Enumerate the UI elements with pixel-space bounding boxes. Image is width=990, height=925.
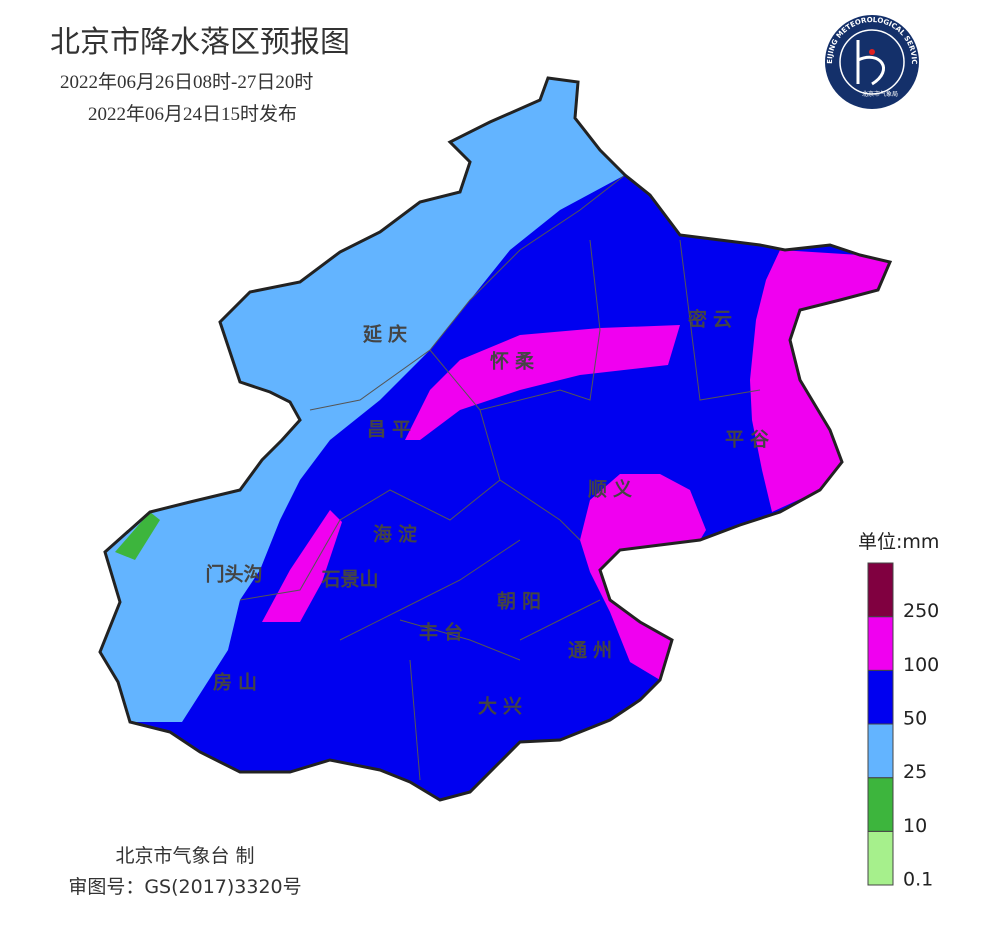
legend-swatch <box>867 830 894 886</box>
district-label: 朝阳 <box>497 591 547 613</box>
district-label: 密云 <box>688 308 738 331</box>
legend-swatch <box>867 723 894 779</box>
logo-org: 北京市气象局 <box>862 90 898 98</box>
legend-label: 100 <box>903 654 939 676</box>
district-label: 昌平 <box>367 419 417 441</box>
period: 2022年06月26日08时-27日20时 <box>60 71 313 93</box>
legend-label: 50 <box>903 708 927 730</box>
legend-label: 25 <box>903 761 927 783</box>
legend-swatch <box>867 616 894 671</box>
district-label: 顺义 <box>588 479 638 501</box>
legend-swatch <box>867 562 894 618</box>
legend-label: 10 <box>903 815 927 837</box>
district-label: 石景山 <box>320 569 378 591</box>
district-label: 怀柔 <box>490 350 540 373</box>
district-label: 门头沟 <box>205 563 262 586</box>
legend-swatch <box>867 669 894 725</box>
legend: 0.1 10 25 50 100 250 <box>867 562 939 891</box>
district-label: 海淀 <box>373 523 423 546</box>
district-label: 平谷 <box>725 429 775 451</box>
title: 北京市降水落区预报图 <box>50 25 350 60</box>
legend-title: 单位:mm <box>858 531 939 553</box>
district-label: 延庆 <box>362 323 413 346</box>
district-borders <box>239 174 761 781</box>
issued: 2022年06月24日15时发布 <box>88 103 297 125</box>
approval: 审图号：GS(2017)3320号 <box>68 876 301 898</box>
district-label: 通州 <box>568 640 618 662</box>
legend-swatch <box>867 777 894 832</box>
district-label: 丰台 <box>419 621 469 644</box>
legend-label: 250 <box>903 600 939 622</box>
maker: 北京市气象台 制 <box>115 845 254 867</box>
district-label: 房山 <box>213 671 263 694</box>
legend-label: 0.1 <box>903 869 933 891</box>
district-label: 大兴 <box>478 695 528 718</box>
